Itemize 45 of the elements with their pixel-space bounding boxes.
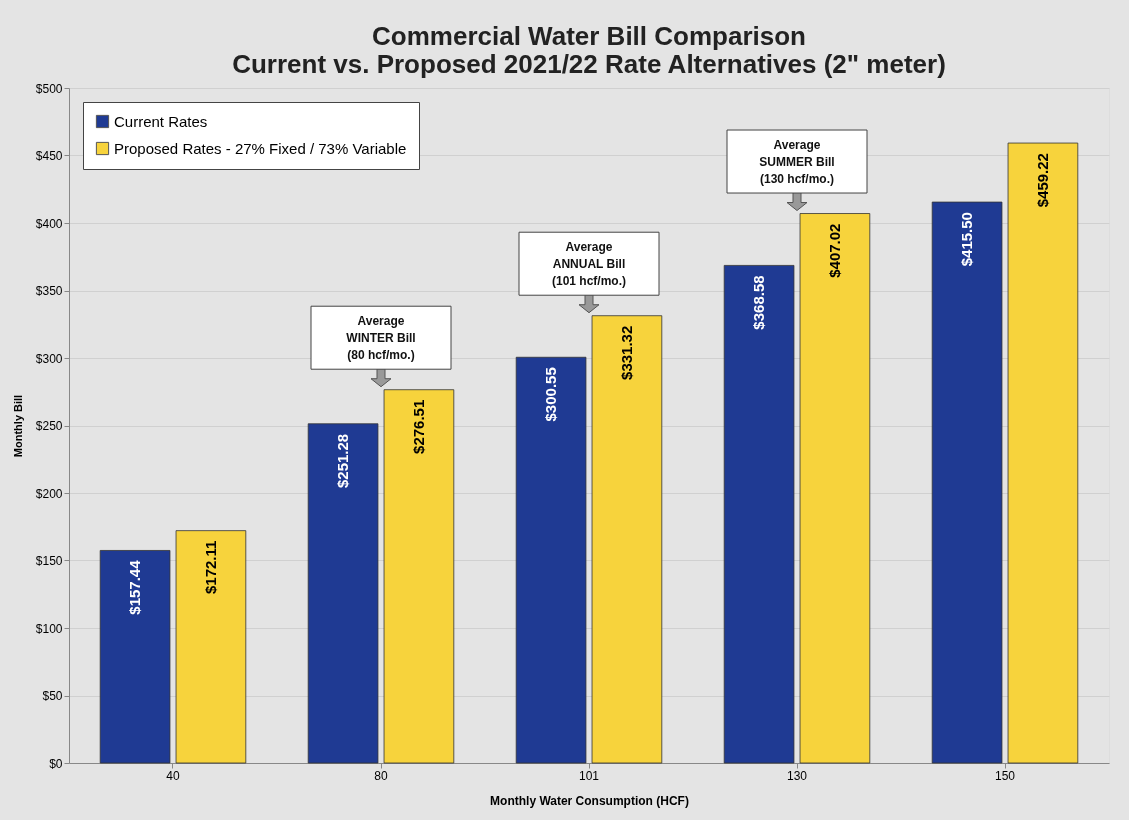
bar (383, 389, 455, 764)
annotation: Average SUMMER Bill (130 hcf/mo.) (759, 137, 835, 186)
data-label: $251.28 (334, 433, 352, 489)
y-tick-label: $250 (35, 419, 63, 433)
data-label: $172.11 (201, 540, 219, 595)
x-axis-title: Monthly Water Consumption (HCF) (490, 793, 689, 808)
y-tick-label: $150 (35, 554, 63, 568)
data-label: $368.58 (750, 275, 768, 330)
bar (591, 315, 663, 764)
y-tick-label: $400 (35, 216, 63, 231)
x-tick-label: 101 (578, 768, 600, 783)
bar (307, 423, 379, 764)
data-label: $157.44 (126, 559, 144, 615)
data-label: $415.50 (958, 212, 976, 267)
y-tick-label: $450 (35, 149, 63, 163)
y-tick-label: $100 (35, 621, 63, 636)
data-label: $300.55 (542, 367, 560, 422)
x-tick-label: 150 (994, 768, 1016, 783)
text: Commercial Water Bill Comparison (372, 21, 806, 51)
y-tick-label: $500 (35, 81, 63, 96)
bar (515, 356, 587, 764)
bar (99, 550, 171, 764)
y-tick-label: $200 (35, 486, 63, 501)
bar (1007, 142, 1079, 764)
text: Current vs. Proposed 2021/22 Rate Alternatives (2" meter) (232, 49, 946, 79)
data-label: $276.51 (409, 399, 427, 454)
bar (723, 265, 795, 764)
x-tick-label: 80 (374, 768, 388, 783)
x-tick-label: 130 (786, 768, 808, 783)
y-tick-label: $300 (35, 351, 63, 366)
bar (175, 530, 247, 764)
data-label: $331.32 (617, 325, 635, 380)
bar (799, 213, 871, 764)
data-label: $407.02 (825, 223, 843, 278)
data-label: $459.22 (1033, 153, 1051, 208)
y-tick-label: $50 (42, 689, 63, 703)
y-tick-label: $0 (49, 756, 63, 771)
y-axis-title: Monthly Bill (11, 394, 24, 458)
x-tick-label: 40 (166, 768, 180, 783)
legend-label: Current Rates (114, 112, 208, 130)
bar (931, 201, 1003, 764)
annotation: Average ANNUAL Bill (101 hcf/mo.) (551, 239, 627, 288)
y-tick-label: $350 (35, 284, 63, 298)
annotation: Average WINTER Bill (80 hcf/mo.) (346, 313, 416, 362)
legend-label: Proposed Rates - 27% Fixed / 73% Variable (114, 139, 407, 157)
